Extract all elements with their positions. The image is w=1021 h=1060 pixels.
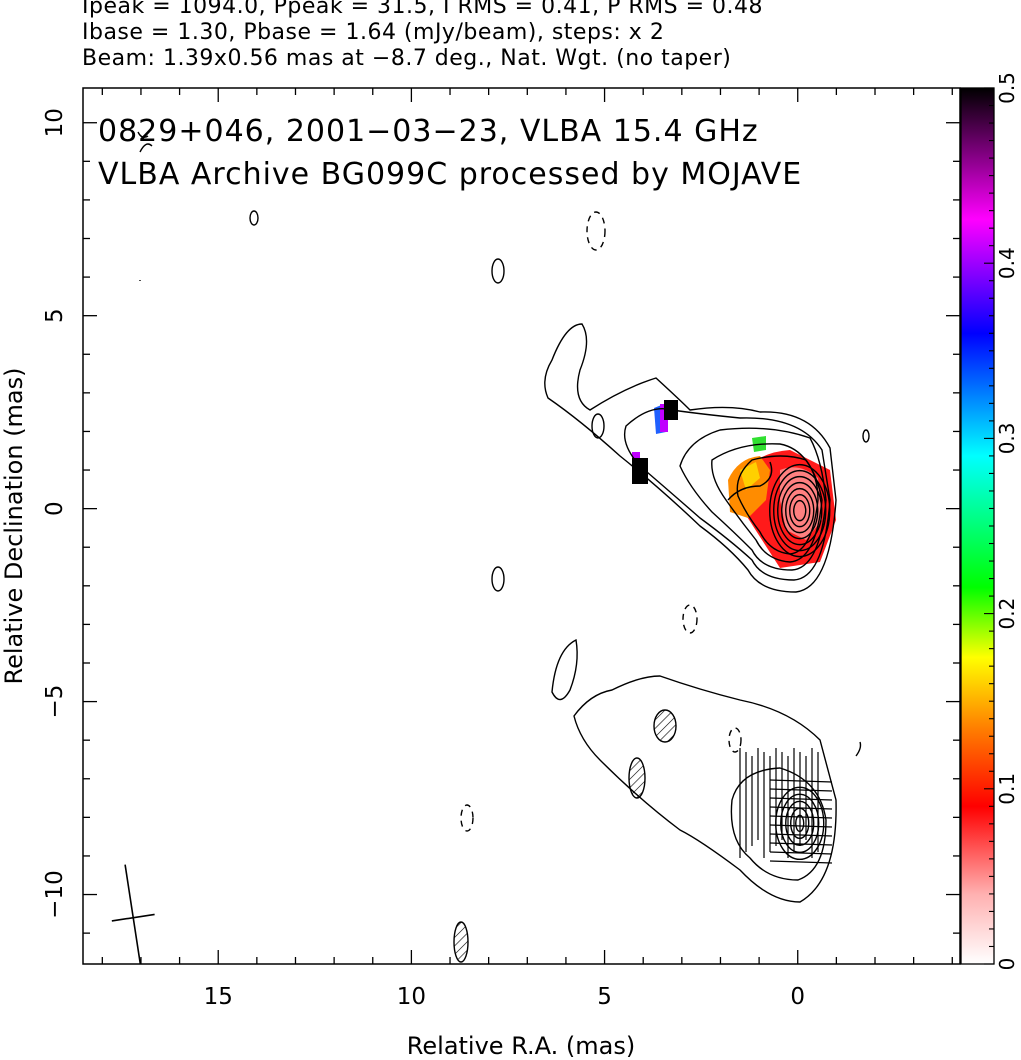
intensity-contour-inner [769, 463, 831, 558]
colorbar-tick-label: 0.3 [995, 422, 1019, 454]
hatched-negative-region [453, 921, 469, 963]
evpa-vector [769, 806, 833, 810]
noise-contour [855, 741, 862, 757]
x-tick-label: 0 [790, 984, 805, 1010]
intensity-contour-isolated [491, 566, 505, 592]
intensity-contour-inner [793, 499, 807, 522]
intensity-contour-inner [777, 475, 823, 546]
x-tick-label: 10 [397, 984, 426, 1010]
evpa-vector [769, 788, 833, 792]
intensity-contour-inner [773, 469, 827, 552]
evpa-vector [769, 860, 833, 864]
intensity-contour-knot [591, 413, 605, 439]
y-tick-label: 0 [42, 501, 68, 516]
y-tick-label: 10 [42, 108, 68, 137]
colorbar-tick-label: 0.1 [995, 773, 1019, 805]
intensity-contour-inner [789, 493, 811, 528]
y-tick-label: 5 [42, 308, 68, 323]
noise-contour [862, 429, 870, 443]
intensity-contour-3 [679, 427, 827, 571]
intensity-contour-2 [623, 408, 831, 581]
hatched-negative-region [653, 709, 677, 743]
evpa-vector [769, 851, 833, 855]
y-tick-label: −5 [42, 685, 68, 719]
noise-contour [137, 131, 153, 153]
x-tick-label: 5 [597, 984, 612, 1010]
negative-contour [460, 804, 474, 832]
colorbar [960, 87, 995, 965]
polarized-intensity-contour-2 [551, 638, 578, 701]
header-line-2: Ibase = 1.30, Pbase = 1.64 (mJy/beam), s… [82, 20, 665, 45]
plot-frame [82, 87, 961, 965]
noise-contour [249, 210, 259, 226]
intensity-contour-inner [781, 481, 819, 540]
intensity-contour-isolated [491, 258, 505, 284]
colorbar-tick-label: 0.5 [995, 72, 1019, 104]
header-line-1: Ipeak = 1094.0, Ppeak = 31.5, I RMS = 0.… [82, 0, 763, 19]
intensity-contour-knot [727, 461, 773, 501]
intensity-contour-inner [785, 487, 815, 534]
intensity-contour-1 [544, 323, 837, 593]
colorbar-tick-label: 0.2 [995, 598, 1019, 630]
negative-contour [728, 727, 742, 753]
polarization-color-region [740, 462, 760, 490]
x-tick-label: 15 [204, 984, 233, 1010]
y-axis-label: Relative Declination (mas) [0, 367, 28, 684]
header-line-3: Beam: 1.39x0.56 mas at −8.7 deg., Nat. W… [82, 46, 732, 71]
x-axis-label: Relative R.A. (mas) [407, 1032, 635, 1060]
evpa-vector [769, 815, 833, 819]
negative-contour [682, 604, 698, 634]
polarization-color-region [632, 458, 648, 484]
evpa-vector [769, 824, 833, 828]
evpa-vector [769, 842, 833, 846]
beam-minor-axis [111, 913, 155, 922]
polarized-intensity-contour-1 [573, 675, 837, 903]
annotation-source: 0829+046, 2001−03−23, VLBA 15.4 GHz [98, 114, 759, 149]
evpa-vector [769, 833, 833, 837]
evpa-vector [769, 797, 833, 801]
annotation-archive: VLBA Archive BG099C processed by MOJAVE [98, 157, 802, 192]
negative-contour [586, 211, 606, 251]
y-tick-label: −10 [42, 870, 68, 919]
evpa-vector [769, 779, 833, 783]
colorbar-tick-label: 0.4 [995, 247, 1019, 279]
intensity-contour-4 [711, 443, 823, 563]
hatched-negative-region [628, 757, 646, 799]
colorbar-tick-label: 0 [995, 958, 1019, 971]
